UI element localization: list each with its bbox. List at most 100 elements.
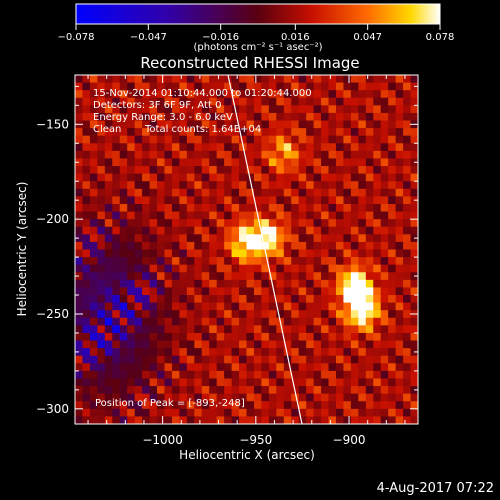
heatmap-cell [157, 226, 166, 235]
heatmap-cell [358, 226, 367, 235]
heatmap-cell [104, 416, 113, 424]
heatmap-cell [291, 355, 300, 364]
heatmap-cell [104, 332, 113, 342]
heatmap-cell [104, 302, 113, 311]
heatmap-cell [395, 287, 404, 296]
heatmap-cell [388, 241, 397, 251]
heatmap-cell [201, 234, 210, 243]
heatmap-cell [283, 181, 292, 190]
heatmap-cell [403, 128, 412, 137]
heatmap-cell [313, 196, 322, 205]
heatmap-cell [104, 128, 113, 137]
heatmap-cell [328, 401, 337, 410]
heatmap-cell [134, 181, 143, 190]
heatmap-cell [82, 128, 91, 137]
heatmap-cell [403, 241, 412, 251]
heatmap-cell [283, 317, 292, 326]
heatmap-cell [291, 166, 300, 175]
heatmap-cell [239, 401, 248, 410]
heatmap-cell [104, 226, 113, 235]
heatmap-cell [291, 416, 300, 424]
heatmap-cell [343, 325, 352, 334]
heatmap-cell [142, 401, 151, 410]
heatmap-cell [373, 143, 382, 152]
heatmap-cell [403, 234, 412, 243]
heatmap-cell [261, 393, 270, 402]
heatmap-cell [358, 393, 367, 402]
heatmap-cell [350, 219, 359, 228]
heatmap-cell [231, 112, 240, 122]
heatmap-cell [388, 82, 397, 91]
heatmap-cell [209, 279, 218, 289]
heatmap-cell [134, 105, 143, 114]
heatmap-cell [104, 408, 113, 418]
heatmap-cell [134, 378, 143, 387]
heatmap-cell [328, 105, 337, 114]
heatmap-cell [343, 340, 352, 349]
heatmap-cell [142, 166, 151, 175]
heatmap-cell [157, 150, 166, 160]
heatmap-cell [328, 241, 337, 251]
heatmap-cell [142, 97, 151, 106]
heatmap-cell [291, 150, 300, 160]
heatmap-cell [104, 393, 113, 402]
heatmap-cell [231, 249, 240, 258]
heatmap-cell [224, 241, 233, 251]
heatmap-cell [75, 272, 84, 281]
heatmap-cell [350, 332, 359, 342]
heatmap-cell [97, 378, 106, 387]
heatmap-cell [231, 317, 240, 326]
heatmap-cell [261, 219, 270, 228]
heatmap-cell [283, 219, 292, 228]
heatmap-cell [142, 310, 151, 319]
heatmap-cell [268, 234, 277, 243]
heatmap-cell [313, 363, 322, 372]
heatmap-cell [380, 211, 389, 220]
colorbar-tick-label: −0.016 [202, 32, 239, 43]
heatmap-cell [194, 348, 203, 357]
heatmap-cell [410, 401, 418, 410]
heatmap-cell [194, 279, 203, 289]
heatmap-cell [194, 203, 203, 213]
heatmap-cell [201, 150, 210, 160]
heatmap-cell [283, 302, 292, 311]
heatmap-cell [179, 325, 188, 334]
heatmap-cell [194, 363, 203, 372]
heatmap-cell [82, 370, 91, 380]
heatmap-cell [89, 241, 98, 251]
heatmap-cell [358, 211, 367, 220]
heatmap-cell [104, 211, 113, 220]
heatmap-cell [171, 150, 180, 160]
heatmap-cell [283, 241, 292, 251]
heatmap-cell [209, 173, 218, 182]
heatmap-cell [194, 325, 203, 334]
heatmap-cell [358, 264, 367, 273]
heatmap-cell [149, 310, 158, 319]
heatmap-cell [75, 226, 84, 235]
heatmap-cell [268, 401, 277, 410]
heatmap-cell [410, 203, 418, 213]
heatmap-cell [343, 150, 352, 160]
heatmap-cell [209, 105, 218, 114]
heatmap-cell [358, 272, 367, 281]
heatmap-cell [112, 340, 121, 349]
heatmap-cell [201, 226, 210, 235]
heatmap-cell [388, 370, 397, 380]
heatmap-cell [134, 241, 143, 251]
heatmap-cell [224, 302, 233, 311]
heatmap-cell [365, 264, 374, 273]
heatmap-cell [343, 257, 352, 266]
heatmap-cell [231, 272, 240, 281]
heatmap-cell [97, 203, 106, 213]
heatmap-cell [224, 401, 233, 410]
heatmap-cell [119, 257, 128, 266]
heatmap-cell [112, 302, 121, 311]
heatmap-cell [298, 90, 307, 99]
heatmap-cell [388, 287, 397, 296]
heatmap-cell [97, 196, 106, 205]
heatmap-cell [388, 150, 397, 160]
heatmap-cell [239, 196, 248, 205]
heatmap-cell [149, 257, 158, 266]
heatmap-cell [134, 386, 143, 395]
heatmap-cell [179, 302, 188, 311]
